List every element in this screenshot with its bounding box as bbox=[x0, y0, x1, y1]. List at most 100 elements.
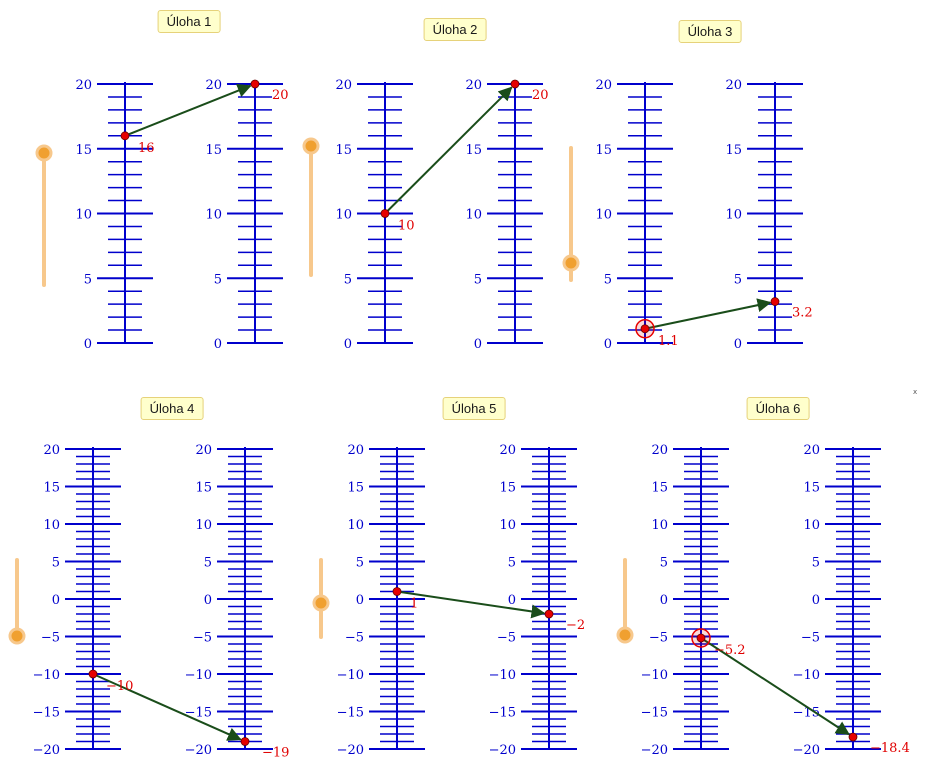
task-1-slider-knob bbox=[35, 144, 53, 162]
task-2-to-point bbox=[510, 79, 520, 89]
task-6-from-value: −5.2 bbox=[714, 643, 746, 658]
tick-label: −10 bbox=[489, 668, 516, 683]
tick-label: 5 bbox=[84, 272, 92, 287]
task-2-axis-left: 0 5 10 15 20 bbox=[335, 78, 413, 352]
task-4-from-value: −10 bbox=[106, 679, 133, 694]
tick-label: 5 bbox=[604, 272, 612, 287]
tick-label: −5 bbox=[801, 631, 820, 646]
task-5-arrow bbox=[396, 590, 546, 619]
task-4-label: Úloha 4 bbox=[140, 397, 204, 420]
tick-label: 0 bbox=[812, 593, 820, 608]
tick-label: −5 bbox=[193, 631, 212, 646]
tick-label: 0 bbox=[356, 593, 364, 608]
tick-label: 0 bbox=[214, 337, 222, 352]
tick-label: 15 bbox=[43, 481, 60, 496]
tick-label: −10 bbox=[337, 668, 364, 683]
tick-label: −5 bbox=[41, 631, 60, 646]
task-1-to-value: 20 bbox=[272, 88, 289, 103]
tick-label: −15 bbox=[185, 706, 212, 721]
tick-label: 15 bbox=[725, 143, 742, 158]
tick-label: 10 bbox=[43, 518, 60, 533]
tick-label: 5 bbox=[344, 272, 352, 287]
task-5-axis-right: −20 −15 −10 −5 0 5 10 15 20 bbox=[489, 443, 577, 758]
tick-label: 20 bbox=[465, 78, 482, 93]
task-6-label: Úloha 6 bbox=[746, 397, 810, 420]
tick-label: 20 bbox=[195, 443, 212, 458]
task-1-label: Úloha 1 bbox=[157, 10, 221, 33]
tick-label: 5 bbox=[812, 556, 820, 571]
tick-label: 5 bbox=[204, 556, 212, 571]
tick-label: −10 bbox=[185, 668, 212, 683]
tick-label: −20 bbox=[185, 743, 212, 758]
tick-label: 10 bbox=[335, 208, 352, 223]
task-5-to-value: −2 bbox=[566, 618, 585, 633]
tick-label: −20 bbox=[489, 743, 516, 758]
task-4-arrow bbox=[92, 673, 242, 741]
tick-label: 5 bbox=[660, 556, 668, 571]
task-2-slider-knob bbox=[302, 137, 320, 155]
task-3: 0 5 10 15 20 0 5 10 15 20 1.1 3.2 bbox=[562, 78, 813, 352]
task-1-axis-left: 0 5 10 15 20 bbox=[75, 78, 153, 352]
tick-label: 5 bbox=[52, 556, 60, 571]
task-5-label: Úloha 5 bbox=[442, 397, 506, 420]
task-6-from-point bbox=[696, 633, 706, 643]
task-5-slider-knob bbox=[312, 594, 330, 612]
tick-label: 0 bbox=[84, 337, 92, 352]
task-4-from-point bbox=[88, 669, 98, 679]
task-4: −20 −15 −10 −5 0 5 10 15 20 −20 −15 −10 −5 0 5 10 15 20 −1… bbox=[8, 443, 289, 760]
task-4-axis-left: −20 −15 −10 −5 0 5 10 15 20 bbox=[33, 443, 121, 758]
task-3-axis-right: 0 5 10 15 20 bbox=[725, 78, 803, 352]
tick-label: 10 bbox=[465, 208, 482, 223]
task-4-to-value: −19 bbox=[262, 746, 289, 760]
tick-label: 5 bbox=[214, 272, 222, 287]
tick-label: 10 bbox=[75, 208, 92, 223]
tick-label: 15 bbox=[499, 481, 516, 496]
tick-label: 20 bbox=[803, 443, 820, 458]
tick-label: 0 bbox=[52, 593, 60, 608]
tick-label: 20 bbox=[335, 78, 352, 93]
tick-label: 20 bbox=[499, 443, 516, 458]
task-3-to-point bbox=[770, 297, 780, 306]
task-2-from-value: 10 bbox=[398, 219, 415, 234]
tick-label: 15 bbox=[335, 143, 352, 158]
task-5-from-value: 1 bbox=[410, 597, 418, 612]
tick-label: 0 bbox=[204, 593, 212, 608]
tick-label: 10 bbox=[499, 518, 516, 533]
task-1: 0 5 10 15 20 0 5 10 15 20 16 20 bbox=[35, 78, 289, 352]
task-1-from-point bbox=[120, 131, 130, 141]
tick-label: 10 bbox=[803, 518, 820, 533]
task-2-to-value: 20 bbox=[532, 88, 549, 103]
tick-label: 15 bbox=[803, 481, 820, 496]
task-4-to-point bbox=[240, 737, 250, 746]
tick-label: 10 bbox=[195, 518, 212, 533]
tick-label: 15 bbox=[651, 481, 668, 496]
tick-label: 0 bbox=[474, 337, 482, 352]
tick-label: 20 bbox=[43, 443, 60, 458]
task-1-arrow bbox=[124, 84, 252, 137]
tick-label: −15 bbox=[337, 706, 364, 721]
task-3-slider-knob bbox=[562, 254, 580, 272]
task-5: −20 −15 −10 −5 0 5 10 15 20 −20 −15 −10 −5 0 5 10 15 20 1 −… bbox=[312, 443, 585, 758]
tick-label: −15 bbox=[33, 706, 60, 721]
tick-label: 5 bbox=[474, 272, 482, 287]
task-3-arrow bbox=[644, 298, 772, 330]
tick-label: −20 bbox=[337, 743, 364, 758]
task-3-label: Úloha 3 bbox=[678, 20, 742, 43]
task-5-from-point bbox=[392, 587, 402, 596]
tick-label: −10 bbox=[641, 668, 668, 683]
tick-label: −10 bbox=[793, 668, 820, 683]
tick-label: 10 bbox=[725, 208, 742, 223]
task-6-slider-knob bbox=[616, 626, 634, 644]
task-6-axis-left: −20 −15 −10 −5 0 5 10 15 20 bbox=[641, 443, 729, 758]
task-5-to-point bbox=[544, 609, 554, 619]
tick-label: 5 bbox=[356, 556, 364, 571]
tick-label: −5 bbox=[497, 631, 516, 646]
task-1-axis-right: 0 5 10 15 20 bbox=[205, 78, 283, 352]
tick-label: 15 bbox=[347, 481, 364, 496]
task-3-to-value: 3.2 bbox=[792, 306, 813, 321]
task-2-axis-right: 0 5 10 15 20 bbox=[465, 78, 543, 352]
tick-label: −5 bbox=[345, 631, 364, 646]
task-4-axis-right: −20 −15 −10 −5 0 5 10 15 20 bbox=[185, 443, 273, 758]
tick-label: −20 bbox=[793, 743, 820, 758]
